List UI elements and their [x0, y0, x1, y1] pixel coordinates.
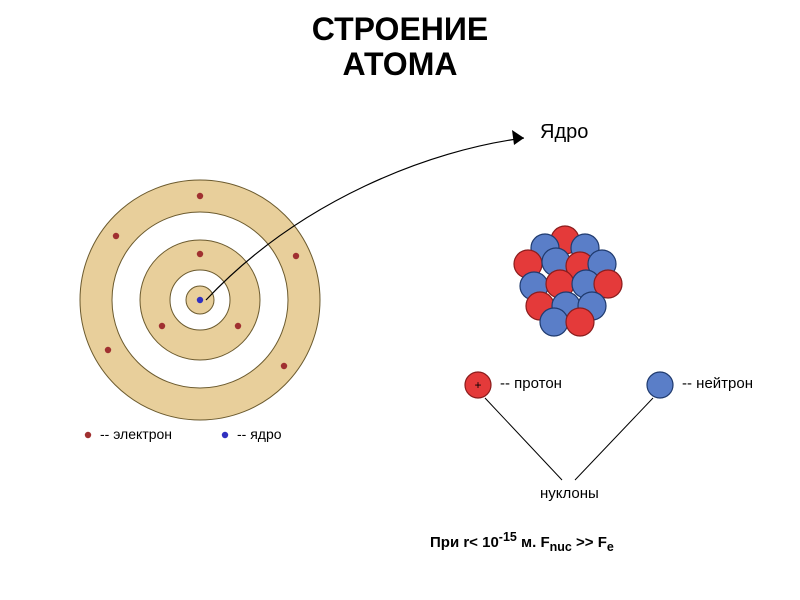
title-line2: АТОМА: [0, 47, 800, 82]
page-title: СТРОЕНИЕ АТОМА: [0, 12, 800, 82]
formula-exp: -15: [499, 530, 517, 544]
formula-sub1: nuc: [550, 540, 572, 554]
legend-core-label: -- ядро: [237, 426, 282, 442]
svg-text:+: +: [474, 378, 481, 392]
formula-sub2: e: [607, 540, 614, 554]
legend-proton-label: -- протон: [500, 375, 562, 392]
legend-electron-label: -- электрон: [100, 426, 172, 442]
diagram-svg: +: [0, 0, 800, 600]
formula-text: При r< 10-15 м. Fnuc >> Fe: [430, 530, 614, 554]
legend-neutron-label: -- нейтрон: [682, 375, 753, 392]
title-line1: СТРОЕНИЕ: [0, 12, 800, 47]
nucleus-label: Ядро: [540, 121, 588, 144]
nucleons-label: нуклоны: [540, 485, 599, 502]
formula-gtgt: >> F: [572, 534, 607, 551]
formula-mid: м. F: [517, 534, 550, 551]
formula-prefix: При r< 10: [430, 534, 499, 551]
